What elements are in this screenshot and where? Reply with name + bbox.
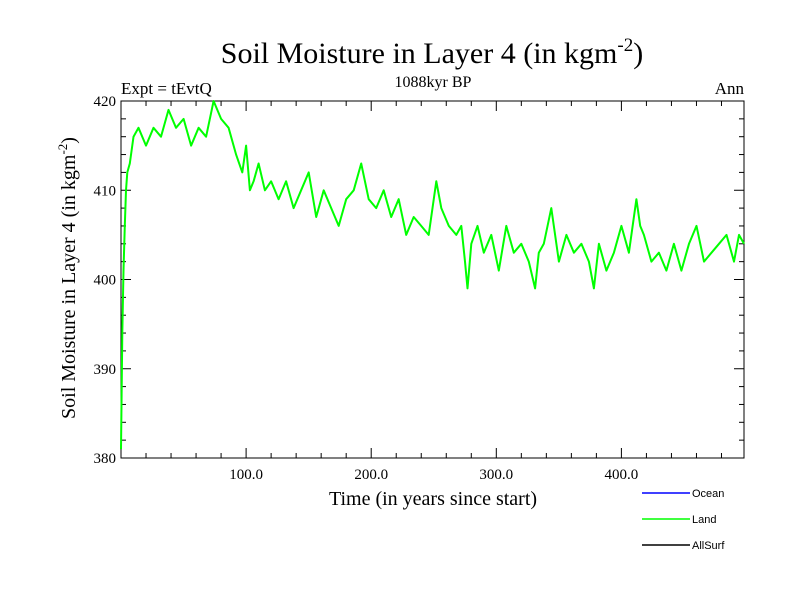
- y-tick-label: 400: [94, 273, 117, 289]
- legend: Ocean Land AllSurf: [642, 488, 725, 552]
- legend-label-land: Land: [692, 514, 716, 526]
- legend-item-ocean: Ocean: [642, 488, 724, 500]
- x-tick-label: 300.0: [479, 467, 513, 483]
- y-tick-labels: 380 390 400 410 420: [94, 94, 117, 467]
- minor-ticks: [121, 101, 744, 458]
- chart-title-superscript: -2: [617, 35, 633, 56]
- y-axis-label: Soil Moisture in Layer 4 (in kgm-2): [55, 137, 80, 419]
- y-tick-label: 390: [94, 362, 117, 378]
- period-label: 1088kyr BP: [395, 74, 472, 91]
- major-ticks: [121, 101, 744, 458]
- series-line-land: [120, 100, 745, 450]
- y-tick-label: 420: [94, 94, 117, 110]
- x-tick-labels: 100.0 200.0 300.0 400.0: [229, 467, 638, 483]
- y-axis-label-superscript: -2: [55, 144, 70, 155]
- chart-title: Soil Moisture in Layer 4 (in kgm-2): [221, 35, 643, 70]
- x-tick-label: 400.0: [605, 467, 639, 483]
- x-tick-label: 200.0: [354, 467, 388, 483]
- plot-frame: [120, 100, 745, 459]
- y-tick-label: 410: [94, 183, 117, 199]
- y-tick-label: 380: [94, 451, 117, 467]
- legend-label-allsurf: AllSurf: [692, 540, 725, 552]
- x-tick-label: 100.0: [229, 467, 263, 483]
- x-axis-label: Time (in years since start): [329, 488, 537, 510]
- legend-label-ocean: Ocean: [692, 488, 724, 500]
- legend-item-land: Land: [642, 514, 716, 526]
- season-label: Ann: [715, 79, 745, 98]
- experiment-label: Expt = tEvtQ: [121, 79, 212, 98]
- legend-item-allsurf: AllSurf: [642, 540, 725, 552]
